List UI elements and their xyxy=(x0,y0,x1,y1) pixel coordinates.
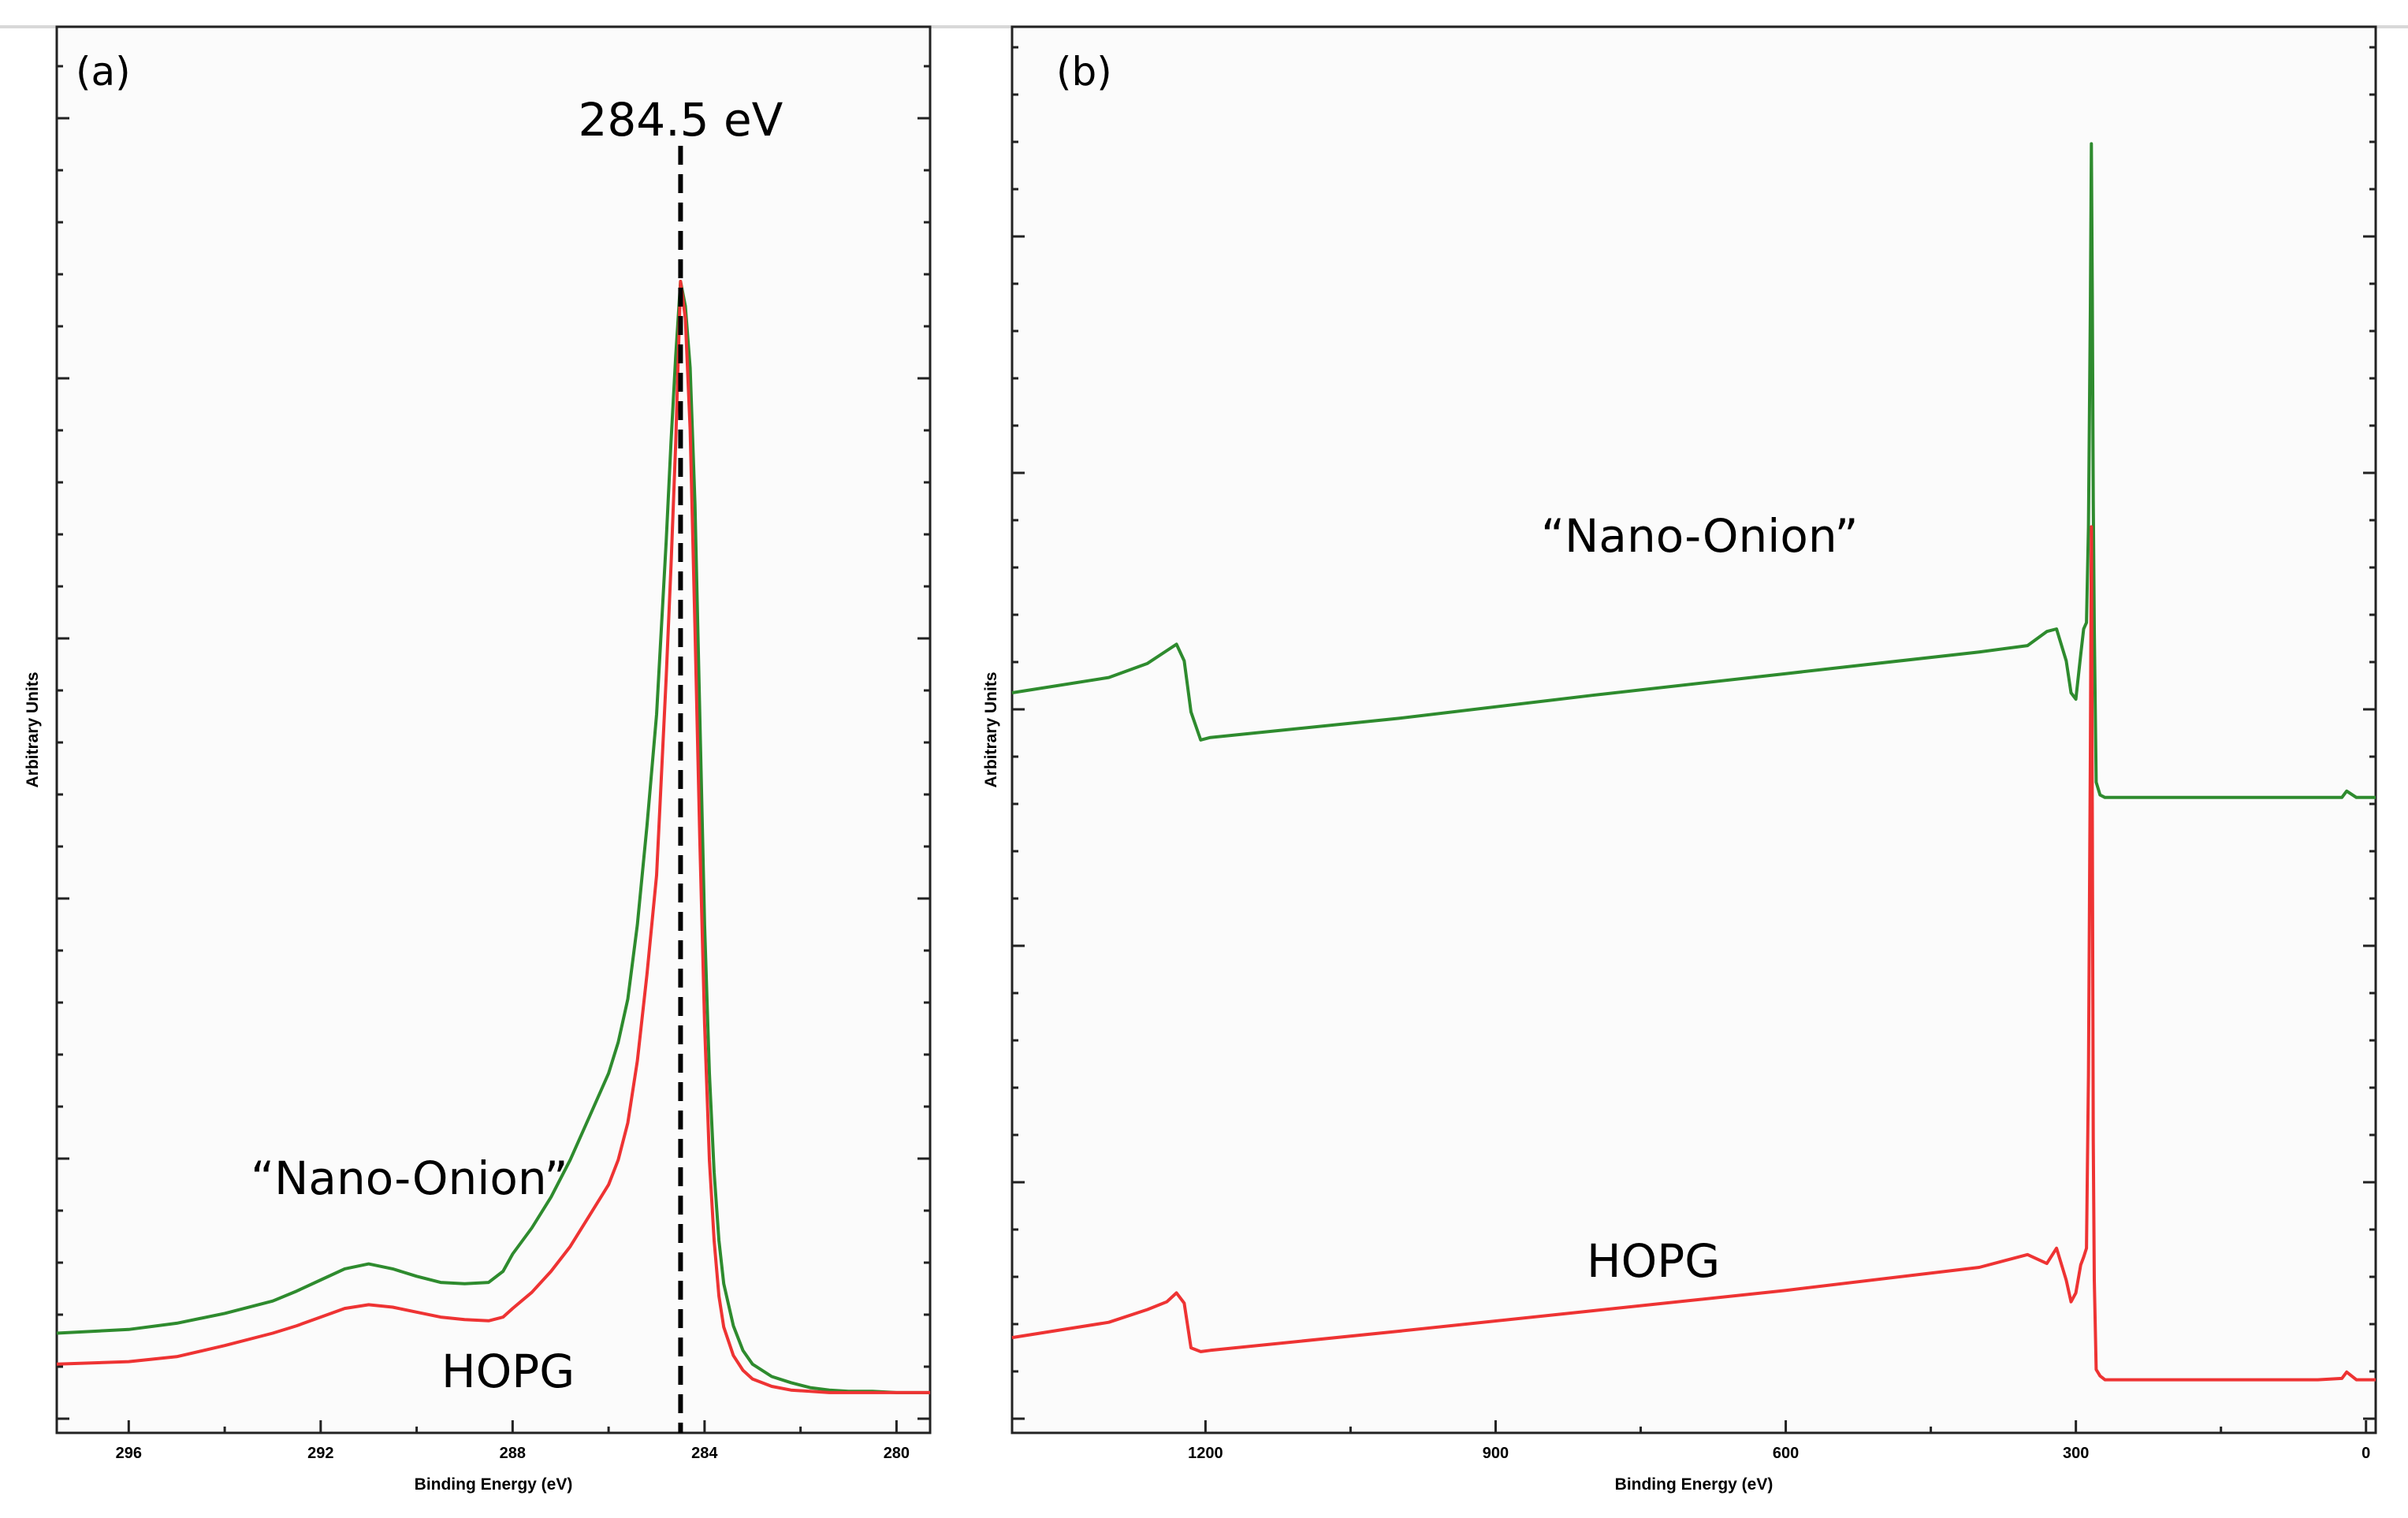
panel-b-plot-area xyxy=(1010,25,2377,1434)
x-tick-label: 1200 xyxy=(1188,1445,1223,1462)
panel-a: 296 292 288 284 280 284.5 eV (a) “Nano-Onion… xyxy=(24,25,932,1494)
panel-a-ylabel: Arbitrary Units xyxy=(24,672,42,787)
panel-a-plot-area xyxy=(55,25,932,1434)
panel-b-label: (b) xyxy=(1056,49,1112,95)
series-nano-onion-line xyxy=(1011,142,2376,799)
series-hopg-line xyxy=(56,280,930,1394)
reference-line-label: 284.5 eV xyxy=(579,93,783,147)
x-tick-label: 600 xyxy=(1773,1445,1799,1462)
panel-a-xlabel: Binding Energy (eV) xyxy=(415,1475,573,1494)
panel-b-ylabel: Arbitrary Units xyxy=(982,672,1000,787)
panel-a-label: (a) xyxy=(76,49,131,95)
panel-b-x-ticks: 1200 900 600 300 0 xyxy=(1188,1420,2370,1462)
series-hopg-line xyxy=(1011,525,2376,1382)
panel-b-series xyxy=(1011,142,2376,1382)
x-tick-label: 288 xyxy=(500,1445,526,1462)
panel-a-annotation-hopg: HOPG xyxy=(441,1345,575,1398)
x-tick-label: 0 xyxy=(2361,1445,2370,1462)
x-tick-label: 284 xyxy=(691,1445,718,1462)
panel-b-y-ticks xyxy=(1012,46,2376,1420)
panel-b-xlabel: Binding Energy (eV) xyxy=(1615,1475,1773,1494)
x-tick-label: 280 xyxy=(884,1445,910,1462)
x-tick-label: 900 xyxy=(1483,1445,1509,1462)
x-tick-label: 292 xyxy=(307,1445,333,1462)
x-tick-label: 296 xyxy=(116,1445,142,1462)
panel-b-annotation-hopg: HOPG xyxy=(1587,1234,1720,1288)
panel-b-annotation-nano-onion: “Nano-Onion” xyxy=(1541,509,1859,563)
panel-a-annotation-nano-onion: “Nano-Onion” xyxy=(251,1152,568,1205)
panel-a-series xyxy=(56,280,930,1394)
panel-a-x-ticks: 296 292 288 284 280 xyxy=(116,1420,910,1462)
x-tick-label: 300 xyxy=(2063,1445,2089,1462)
panel-a-y-ticks xyxy=(57,65,930,1420)
series-nano-onion-line xyxy=(56,280,930,1394)
panel-b: 1200 900 600 300 0 (b) “Nano-Onion” HOPG Bin… xyxy=(982,25,2377,1494)
